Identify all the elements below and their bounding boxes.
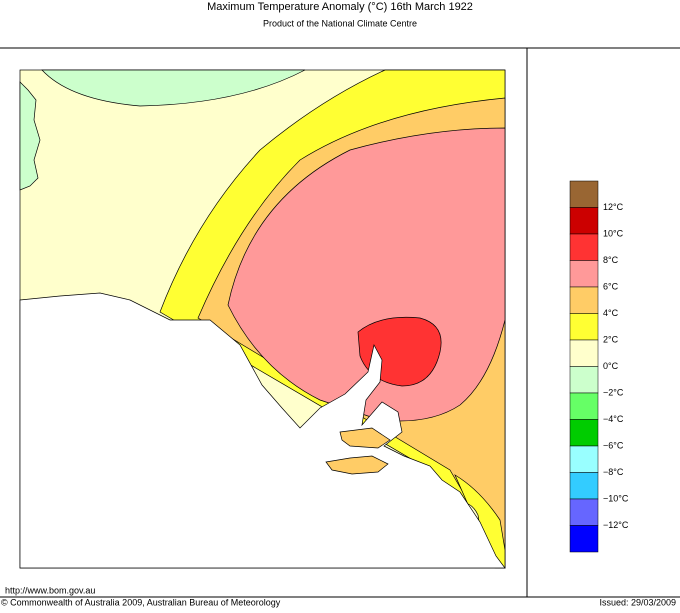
- title: Maximum Temperature Anomaly (°C) 16th Ma…: [207, 1, 473, 13]
- sea: [19, 292, 506, 569]
- url: http://www.bom.gov.au: [5, 585, 95, 595]
- legend-label: −12°C: [603, 520, 629, 530]
- legend-label: 10°C: [603, 228, 624, 238]
- legend-swatch: [569, 472, 599, 500]
- island: [325, 455, 389, 475]
- legend-label: 2°C: [603, 334, 619, 344]
- legend-swatch: [569, 180, 599, 208]
- legend: 12°C 10°C 8°C 6°C 4°C 2°C 0°C −2°C −4°C −6°C −8°C −…: [569, 180, 629, 553]
- legend-label: −10°C: [603, 493, 629, 503]
- legend-swatch: [569, 525, 599, 553]
- legend-swatch: [569, 445, 599, 473]
- legend-label: −8°C: [603, 467, 624, 477]
- legend-label: −6°C: [603, 440, 624, 450]
- legend-swatch: [569, 286, 599, 314]
- legend-label: 8°C: [603, 255, 619, 265]
- legend-swatch: [569, 498, 599, 526]
- peninsula: [339, 427, 391, 449]
- legend-label: 6°C: [603, 281, 619, 291]
- copyright: © Commonwealth of Australia 2009, Austra…: [1, 597, 281, 607]
- legend-swatch: [569, 392, 599, 420]
- legend-swatch: [569, 233, 599, 261]
- legend-swatch: [569, 313, 599, 341]
- subtitle: Product of the National Climate Centre: [263, 18, 417, 28]
- region: [19, 81, 41, 191]
- legend-label: −2°C: [603, 387, 624, 397]
- map: [19, 69, 506, 569]
- legend-swatch: [569, 207, 599, 235]
- legend-label: 12°C: [603, 202, 624, 212]
- region: [41, 69, 306, 107]
- legend-swatch: [569, 260, 599, 288]
- legend-swatch: [569, 366, 599, 394]
- legend-swatch: [569, 339, 599, 367]
- issued: Issued: 29/03/2009: [599, 597, 676, 607]
- legend-label: 0°C: [603, 361, 619, 371]
- legend-swatch: [569, 419, 599, 447]
- legend-label: 4°C: [603, 308, 619, 318]
- legend-label: −4°C: [603, 414, 624, 424]
